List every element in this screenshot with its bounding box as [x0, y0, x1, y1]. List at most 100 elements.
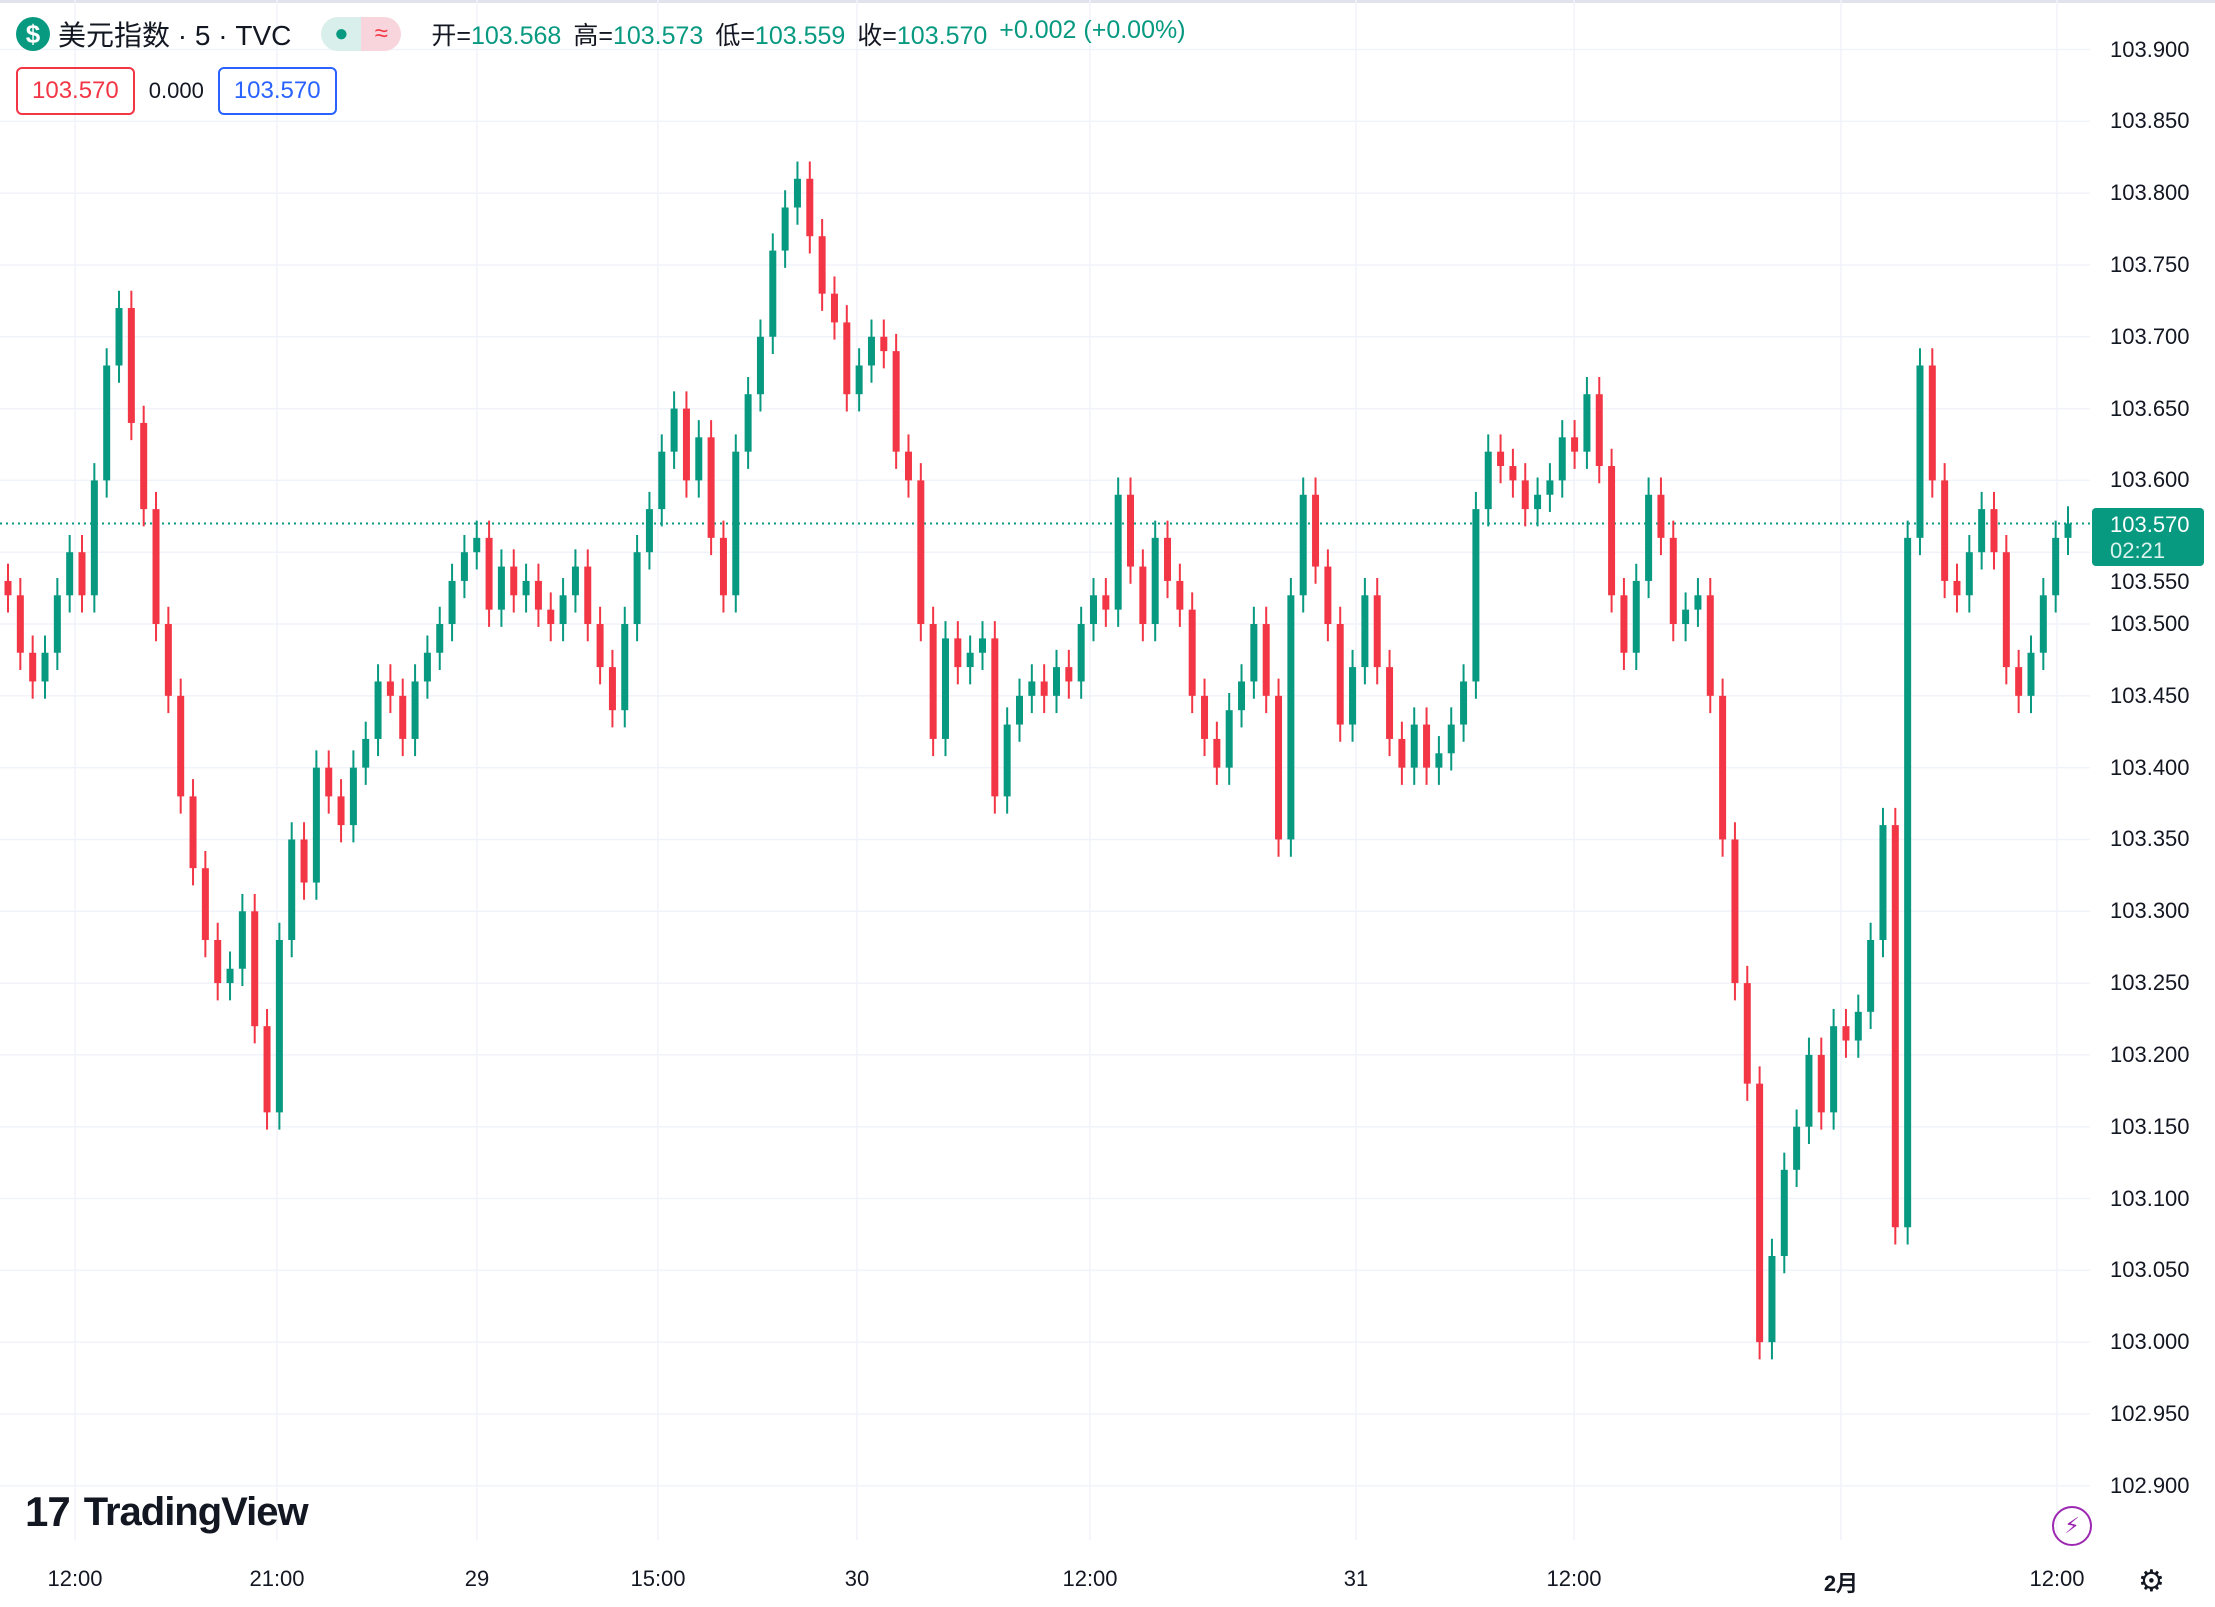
- candle-body: [1447, 724, 1455, 754]
- candle-body: [90, 480, 98, 596]
- candle-body: [1756, 1083, 1764, 1343]
- candle-body: [756, 336, 764, 395]
- candle-body: [115, 308, 123, 366]
- candle-body: [103, 365, 111, 481]
- price-tick-label: 103.100: [2110, 1185, 2190, 1211]
- candle-body: [78, 552, 86, 596]
- candle-body: [1213, 738, 1221, 768]
- candle-body: [1990, 509, 1998, 553]
- candle-body: [1719, 695, 1727, 840]
- candle-body: [941, 638, 949, 739]
- ohlc-low: 低=103.559: [715, 16, 845, 52]
- candle-body: [1830, 1026, 1838, 1113]
- candle-body: [645, 509, 653, 553]
- price-tick-label: 103.400: [2110, 754, 2190, 780]
- candle-body: [1238, 681, 1246, 711]
- candle-body: [633, 552, 641, 625]
- candle-body: [806, 178, 814, 237]
- candle-body: [436, 624, 444, 653]
- candle-body: [1040, 681, 1048, 696]
- time-tick-label: 15:00: [630, 1566, 686, 1591]
- candle-body: [559, 595, 567, 625]
- ohlc-close: 收=103.570: [857, 16, 987, 52]
- candle-body: [1225, 710, 1233, 768]
- ohlc-open-value: 103.568: [470, 22, 562, 50]
- candle-body: [534, 580, 542, 610]
- price-tick-label: 103.800: [2110, 180, 2190, 206]
- candle-body: [695, 437, 703, 481]
- candle-body: [177, 695, 185, 797]
- candle-body: [1780, 1169, 1788, 1256]
- candle-body: [1361, 595, 1369, 668]
- candle-body: [1114, 494, 1122, 610]
- ohlc-change: +0.002 (+0.00%): [999, 16, 1186, 44]
- candle-body: [1373, 595, 1381, 668]
- candle-body: [349, 767, 357, 826]
- lightning-icon[interactable]: ⚡: [2052, 1506, 2092, 1546]
- candle-body: [423, 652, 431, 682]
- settings-icon[interactable]: ⚙: [2138, 1565, 2165, 1598]
- candle-body: [214, 940, 222, 984]
- market-status-toggle[interactable]: ● ≈: [321, 17, 402, 51]
- candle-body: [399, 695, 407, 739]
- logo-text: TradingView: [83, 1489, 309, 1534]
- price-tick-label: 103.250: [2110, 970, 2190, 996]
- candle-body: [719, 537, 727, 596]
- candle-body: [658, 451, 666, 510]
- candle-body: [300, 839, 308, 883]
- candle-body: [769, 250, 777, 337]
- candle-body: [621, 624, 629, 711]
- candle-body: [2064, 523, 2072, 538]
- candle-body: [1349, 667, 1357, 725]
- candle-body: [41, 652, 49, 682]
- candle-body: [1682, 609, 1690, 625]
- candle-body: [2039, 595, 2047, 653]
- candle-body: [954, 638, 962, 668]
- candle-body: [596, 624, 604, 668]
- candle-body: [1793, 1126, 1801, 1170]
- candle-body: [1015, 695, 1023, 725]
- candle-body: [362, 738, 370, 768]
- candle-body: [1102, 595, 1110, 610]
- candle-body: [1090, 595, 1098, 625]
- price-tick-label: 103.850: [2110, 108, 2190, 134]
- price-tick-label: 102.900: [2110, 1472, 2190, 1498]
- candle-body: [66, 552, 74, 596]
- candle-body: [1065, 667, 1073, 682]
- candle-body: [1250, 624, 1258, 682]
- symbol-title[interactable]: 美元指数 · 5 · TVC: [58, 20, 292, 51]
- time-tick-label: 30: [844, 1566, 870, 1591]
- candle-body: [238, 911, 246, 969]
- candle-body: [1534, 494, 1542, 510]
- candle-body: [1127, 494, 1135, 567]
- price-tick-label: 103.150: [2110, 1113, 2190, 1139]
- candle-body: [867, 336, 875, 366]
- ohlc-high: 高=103.573: [573, 16, 703, 52]
- candle-body: [1139, 566, 1147, 625]
- candle-body: [793, 178, 801, 208]
- delayed-data-icon: ≈: [361, 17, 402, 51]
- tradingview-logo[interactable]: 17 TradingView: [25, 1488, 309, 1536]
- candle-body: [448, 580, 456, 625]
- trade-buttons: 103.570 0.000 103.570: [16, 67, 337, 115]
- price-tick-label: 103.550: [2110, 569, 2190, 594]
- candle-body: [1842, 1026, 1850, 1041]
- price-tick-label: 103.300: [2110, 898, 2190, 924]
- time-tick-label: 21:00: [249, 1566, 305, 1591]
- candle-body: [1941, 480, 1949, 581]
- candle-body: [1287, 595, 1295, 840]
- candle-body: [140, 422, 148, 510]
- candle-body: [1558, 437, 1566, 481]
- candle-body: [1324, 566, 1332, 625]
- buy-button[interactable]: 103.570: [217, 67, 337, 115]
- ohlc-open-label: 开=: [431, 22, 471, 50]
- candle-body: [1965, 552, 1973, 596]
- candle-body: [929, 624, 937, 739]
- candle-body: [2002, 552, 2010, 668]
- tv-logo-icon: 17: [25, 1488, 71, 1535]
- time-tick-label: 2月: [1823, 1571, 1859, 1596]
- candle-body: [1275, 695, 1283, 840]
- sell-button[interactable]: 103.570: [16, 67, 135, 115]
- candle-body: [1521, 480, 1529, 510]
